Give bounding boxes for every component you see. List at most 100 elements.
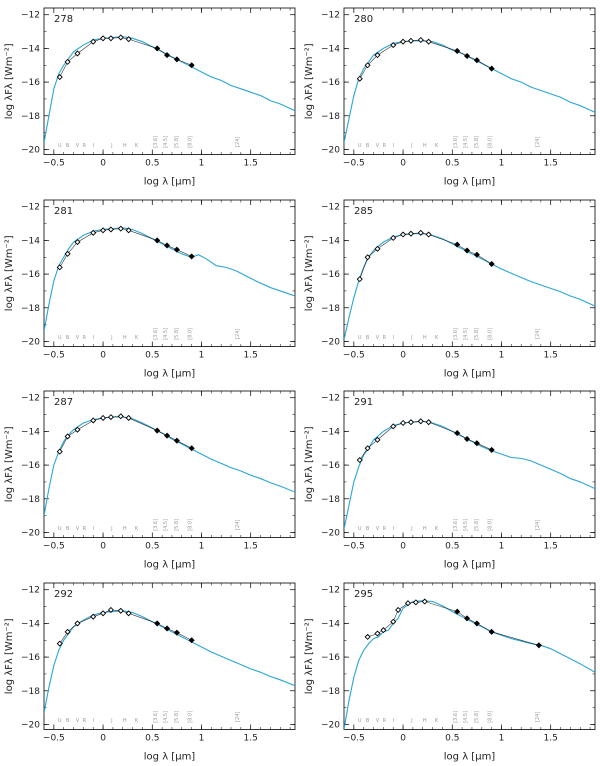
y-axis-label: log λFλ [Wm⁻²] bbox=[4, 426, 15, 502]
y-tick-label: −20 bbox=[21, 337, 40, 347]
photometry-fit-line bbox=[60, 609, 192, 643]
plot-frame bbox=[344, 583, 595, 730]
band-label: [3.6] bbox=[153, 519, 159, 531]
photometry-point bbox=[101, 610, 106, 615]
band-label: V bbox=[376, 334, 380, 340]
band-label: [24] bbox=[535, 711, 541, 721]
y-tick-label: −18 bbox=[21, 303, 40, 313]
band-label: V bbox=[76, 143, 80, 149]
band-label: B bbox=[366, 143, 370, 149]
band-label: [4.5] bbox=[463, 136, 469, 148]
model-sed-line bbox=[44, 610, 295, 712]
band-label: B bbox=[66, 526, 70, 532]
sed-chart: −0.5 0 0.5 1 1.5 −20 −18 −16 −14 −12 log λ [μm] log… bbox=[0, 383, 300, 575]
y-tick-label: −14 bbox=[321, 427, 340, 437]
band-label: K bbox=[135, 717, 139, 723]
y-tick-label: −14 bbox=[321, 236, 340, 246]
x-tick-label: −0.5 bbox=[343, 350, 365, 360]
band-label: I bbox=[92, 526, 93, 532]
plot-frame bbox=[44, 391, 295, 538]
panel-id-label: 281 bbox=[54, 206, 73, 217]
y-axis-label: log λFλ [Wm⁻²] bbox=[4, 235, 15, 311]
model-sed-line bbox=[344, 421, 595, 529]
photometry-point bbox=[426, 39, 431, 44]
band-label: [4.5] bbox=[163, 710, 169, 722]
sed-chart: −0.5 0 0.5 1 1.5 −20 −18 −16 −14 −12 log λ [μm] log… bbox=[300, 0, 600, 192]
band-label: [5.8] bbox=[474, 327, 480, 339]
band-label: [8.0] bbox=[488, 136, 494, 148]
band-label: B bbox=[366, 526, 370, 532]
band-label: B bbox=[66, 143, 70, 149]
sed-chart: −0.5 0 0.5 1 1.5 −20 −18 −16 −14 −12 log λ [μm] log… bbox=[0, 0, 300, 192]
x-tick-label: 0.5 bbox=[145, 350, 159, 360]
sed-panel-292: −0.5 0 0.5 1 1.5 −20 −18 −16 −14 −12 log λ [μm] log… bbox=[0, 575, 300, 766]
band-label: [5.8] bbox=[474, 136, 480, 148]
panel-id-label: 291 bbox=[354, 397, 373, 408]
y-tick-label: −20 bbox=[321, 528, 340, 538]
x-tick-label: 1.5 bbox=[244, 350, 258, 360]
band-label: J bbox=[410, 334, 412, 340]
band-label: V bbox=[76, 334, 80, 340]
x-axis-label: log λ [μm] bbox=[444, 177, 496, 188]
band-label: U bbox=[358, 526, 362, 532]
y-tick-label: −14 bbox=[21, 619, 40, 629]
y-tick-label: −20 bbox=[321, 720, 340, 730]
y-axis-label: log λFλ [Wm⁻²] bbox=[4, 618, 15, 694]
photometry-point bbox=[489, 629, 494, 634]
band-label: [24] bbox=[235, 520, 241, 530]
y-tick-label: −16 bbox=[21, 78, 40, 88]
band-label: J bbox=[410, 717, 412, 723]
x-axis-label: log λ [μm] bbox=[144, 368, 196, 379]
band-label: [4.5] bbox=[163, 136, 169, 148]
y-tick-label: −12 bbox=[21, 585, 40, 595]
sed-chart: −0.5 0 0.5 1 1.5 −20 −18 −16 −14 −12 log λ [μm] log… bbox=[300, 383, 600, 575]
band-label: K bbox=[435, 717, 439, 723]
plot-frame bbox=[344, 391, 595, 538]
x-tick-label: 0.5 bbox=[145, 542, 159, 552]
x-tick-label: 1 bbox=[199, 542, 205, 552]
band-label: [5.8] bbox=[174, 710, 180, 722]
panel-id-label: 295 bbox=[354, 589, 373, 600]
y-tick-label: −16 bbox=[21, 270, 40, 280]
photometry-point bbox=[536, 642, 541, 647]
band-label: R bbox=[383, 334, 387, 340]
x-tick-label: 0 bbox=[400, 542, 406, 552]
band-label: K bbox=[135, 143, 139, 149]
photometry-point bbox=[426, 420, 431, 425]
y-tick-label: −18 bbox=[21, 686, 40, 696]
x-tick-label: −0.5 bbox=[43, 733, 65, 743]
band-label: R bbox=[83, 143, 87, 149]
y-tick-label: −14 bbox=[21, 44, 40, 54]
model-sed-line bbox=[44, 37, 295, 143]
y-tick-label: −16 bbox=[321, 270, 340, 280]
plot-frame bbox=[44, 8, 295, 155]
y-tick-label: −20 bbox=[321, 337, 340, 347]
sed-panel-295: −0.5 0 0.5 1 1.5 −20 −18 −16 −14 −12 log λ [μm] log… bbox=[300, 575, 600, 766]
y-tick-label: −16 bbox=[21, 461, 40, 471]
x-tick-label: −0.5 bbox=[43, 350, 65, 360]
band-label: H bbox=[123, 143, 127, 149]
photometry-fit-line bbox=[360, 232, 492, 278]
x-tick-label: 0.5 bbox=[445, 542, 459, 552]
x-tick-label: 1 bbox=[199, 733, 205, 743]
y-tick-label: −14 bbox=[21, 427, 40, 437]
photometry-point bbox=[401, 39, 406, 44]
band-label: U bbox=[58, 526, 62, 532]
band-label: [8.0] bbox=[188, 710, 194, 722]
photometry-point bbox=[109, 227, 114, 232]
y-tick-label: −12 bbox=[321, 202, 340, 212]
photometry-point bbox=[418, 230, 423, 235]
x-tick-label: 1.5 bbox=[244, 159, 258, 169]
y-tick-label: −18 bbox=[321, 495, 340, 505]
y-tick-label: −12 bbox=[21, 11, 40, 21]
photometry-point bbox=[474, 252, 479, 257]
band-label: [3.6] bbox=[153, 327, 159, 339]
band-label: H bbox=[123, 717, 127, 723]
band-label: [24] bbox=[535, 137, 541, 147]
y-tick-label: −18 bbox=[21, 495, 40, 505]
band-label: H bbox=[423, 717, 427, 723]
photometry-point bbox=[118, 414, 123, 419]
band-label: [24] bbox=[535, 328, 541, 338]
x-tick-label: −0.5 bbox=[343, 542, 365, 552]
band-label: R bbox=[383, 526, 387, 532]
